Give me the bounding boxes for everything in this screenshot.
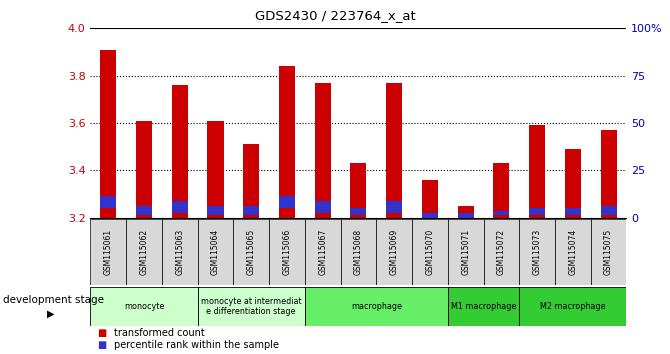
Bar bbox=[484, 219, 519, 285]
Bar bbox=[90, 287, 198, 326]
Bar bbox=[126, 219, 162, 285]
Bar bbox=[172, 85, 188, 218]
Bar bbox=[90, 219, 126, 285]
Bar bbox=[243, 206, 259, 215]
Bar bbox=[386, 201, 402, 213]
Text: monocyte: monocyte bbox=[124, 302, 164, 311]
Bar bbox=[243, 144, 259, 218]
Bar bbox=[162, 219, 198, 285]
Bar bbox=[591, 219, 626, 285]
Text: development stage: development stage bbox=[3, 295, 105, 306]
Text: GSM115071: GSM115071 bbox=[461, 229, 470, 275]
Bar bbox=[172, 201, 188, 213]
Bar bbox=[600, 206, 616, 215]
Text: percentile rank within the sample: percentile rank within the sample bbox=[114, 340, 279, 350]
Text: GSM115068: GSM115068 bbox=[354, 229, 363, 275]
Bar bbox=[136, 206, 152, 215]
Text: GSM115062: GSM115062 bbox=[139, 229, 149, 275]
Bar bbox=[422, 180, 438, 218]
Text: GSM115070: GSM115070 bbox=[425, 229, 434, 275]
Text: ■: ■ bbox=[97, 328, 107, 338]
Text: GSM115064: GSM115064 bbox=[211, 229, 220, 275]
Bar bbox=[350, 163, 366, 218]
Bar bbox=[422, 213, 438, 218]
Bar bbox=[315, 83, 331, 218]
Bar bbox=[279, 196, 295, 208]
Bar bbox=[136, 121, 152, 218]
Bar bbox=[565, 208, 581, 215]
Bar bbox=[458, 213, 474, 218]
Bar bbox=[305, 219, 340, 285]
Bar bbox=[208, 206, 224, 215]
Bar bbox=[350, 208, 366, 215]
Text: GSM115074: GSM115074 bbox=[568, 229, 578, 275]
Bar bbox=[600, 130, 616, 218]
Bar bbox=[555, 219, 591, 285]
Text: GSM115073: GSM115073 bbox=[533, 229, 541, 275]
Bar bbox=[412, 219, 448, 285]
Bar bbox=[269, 219, 305, 285]
Bar bbox=[305, 287, 448, 326]
Text: GSM115075: GSM115075 bbox=[604, 229, 613, 275]
Bar bbox=[233, 219, 269, 285]
Text: monocyte at intermediat
e differentiation stage: monocyte at intermediat e differentiatio… bbox=[201, 297, 302, 316]
Bar bbox=[448, 219, 484, 285]
Bar bbox=[100, 196, 117, 208]
Text: ▶: ▶ bbox=[46, 309, 54, 319]
Text: GDS2430 / 223764_x_at: GDS2430 / 223764_x_at bbox=[255, 9, 415, 22]
Bar bbox=[386, 83, 402, 218]
Text: GSM115069: GSM115069 bbox=[390, 229, 399, 275]
Bar bbox=[458, 206, 474, 218]
Text: GSM115066: GSM115066 bbox=[283, 229, 291, 275]
Bar bbox=[377, 219, 412, 285]
Text: M2 macrophage: M2 macrophage bbox=[540, 302, 606, 311]
Bar bbox=[519, 287, 626, 326]
Text: transformed count: transformed count bbox=[114, 328, 204, 338]
Bar bbox=[198, 287, 305, 326]
Bar bbox=[493, 163, 509, 218]
Bar bbox=[340, 219, 377, 285]
Bar bbox=[565, 149, 581, 218]
Bar bbox=[315, 201, 331, 213]
Bar bbox=[529, 125, 545, 218]
Bar bbox=[519, 219, 555, 285]
Bar bbox=[493, 211, 509, 215]
Text: GSM115072: GSM115072 bbox=[497, 229, 506, 275]
Text: GSM115065: GSM115065 bbox=[247, 229, 256, 275]
Text: GSM115063: GSM115063 bbox=[176, 229, 184, 275]
Text: M1 macrophage: M1 macrophage bbox=[451, 302, 516, 311]
Bar bbox=[448, 287, 519, 326]
Text: GSM115061: GSM115061 bbox=[104, 229, 113, 275]
Bar bbox=[279, 66, 295, 218]
Bar bbox=[100, 50, 117, 218]
Bar bbox=[198, 219, 233, 285]
Bar bbox=[208, 121, 224, 218]
Text: GSM115067: GSM115067 bbox=[318, 229, 327, 275]
Text: macrophage: macrophage bbox=[351, 302, 402, 311]
Text: ■: ■ bbox=[97, 340, 107, 350]
Bar bbox=[529, 208, 545, 215]
